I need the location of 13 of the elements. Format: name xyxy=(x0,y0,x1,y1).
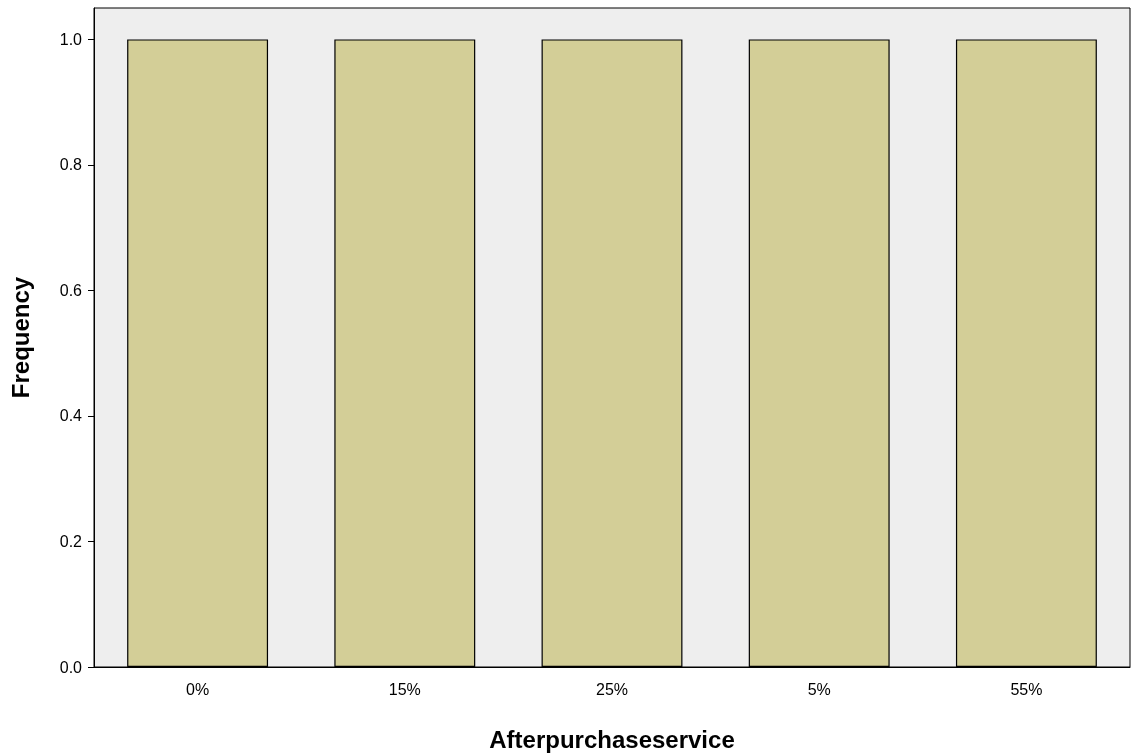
x-tick-label: 15% xyxy=(388,680,421,698)
y-tick-label: 0.8 xyxy=(59,156,83,174)
x-tick-label: 5% xyxy=(807,680,831,698)
y-tick-label: 1.0 xyxy=(59,30,83,48)
x-axis-title: Afterpurchaseservice xyxy=(489,725,735,753)
y-tick-label: 0.0 xyxy=(59,658,83,676)
y-tick-label: 0.4 xyxy=(59,407,83,425)
y-tick-label: 0.2 xyxy=(59,532,83,550)
y-axis-title: Frequency xyxy=(6,276,34,399)
y-tick-label: 0.6 xyxy=(59,281,83,299)
x-tick-label: 25% xyxy=(595,680,629,698)
x-tick-label: 55% xyxy=(1010,680,1043,698)
x-tick-label: 0% xyxy=(186,680,210,698)
